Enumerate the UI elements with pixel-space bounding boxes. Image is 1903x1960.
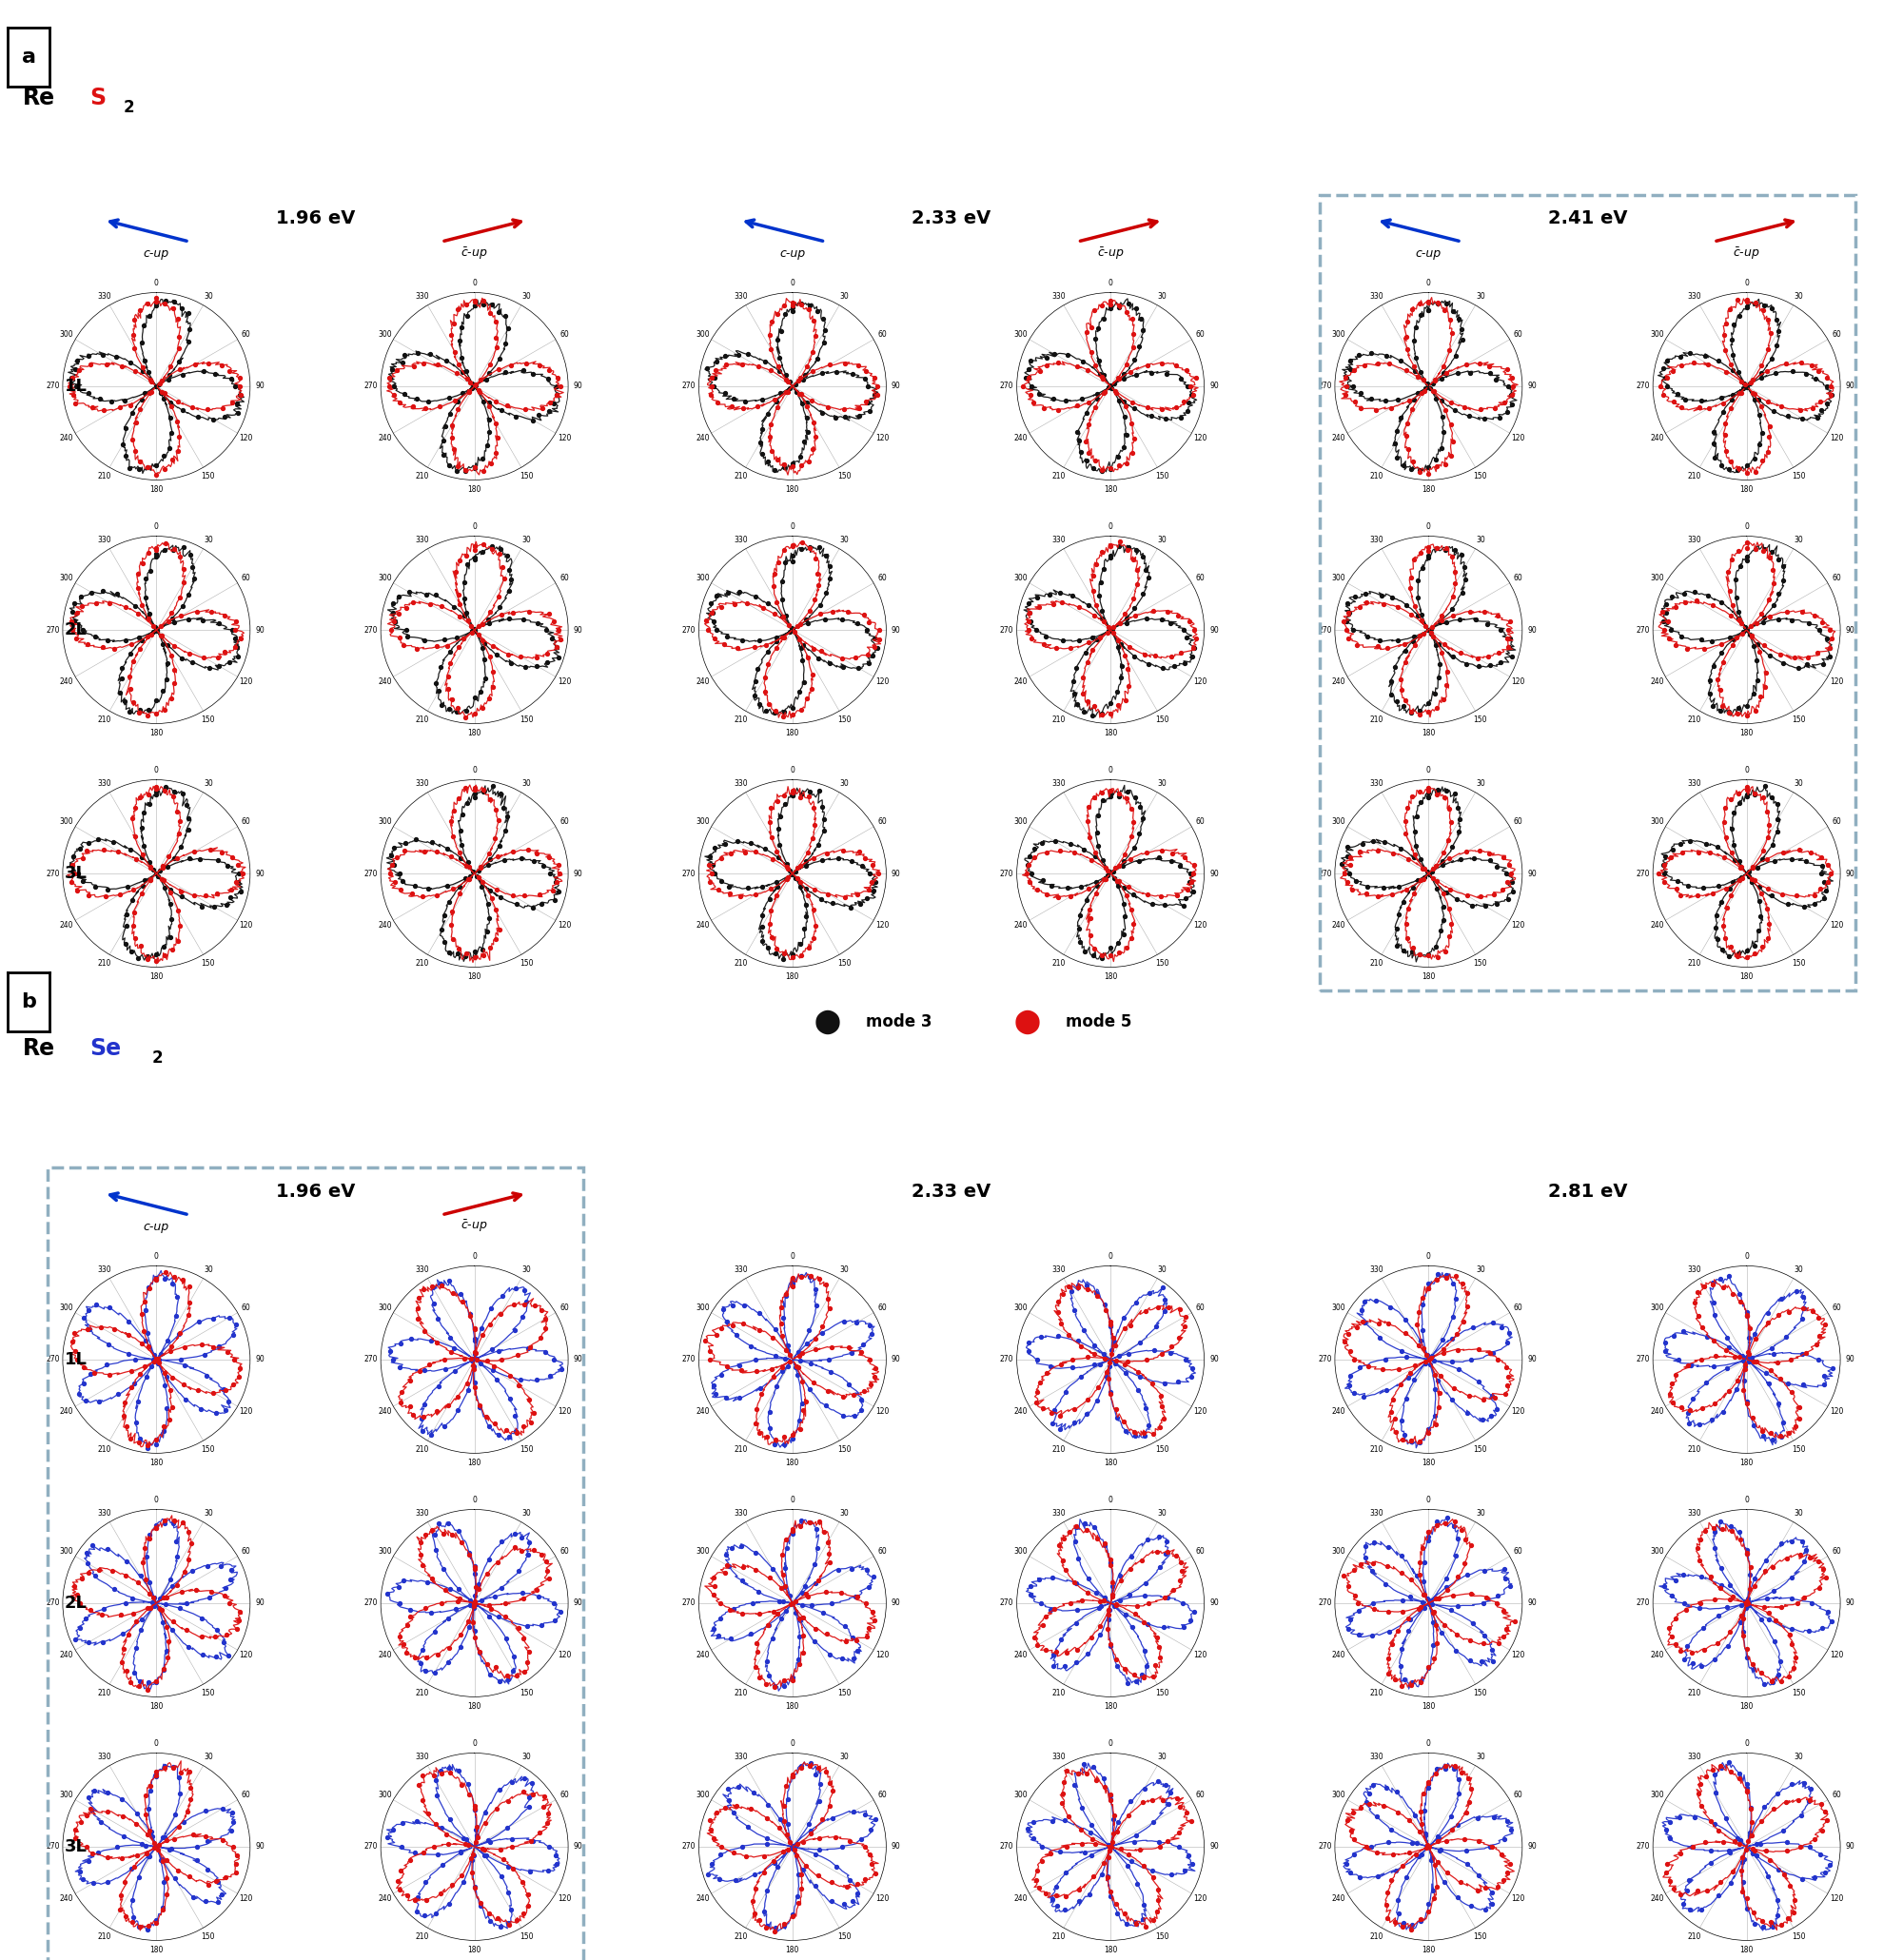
Text: 2: 2: [152, 1051, 164, 1066]
Text: c-up: c-up: [143, 247, 169, 259]
Text: 2.81 eV: 2.81 eV: [1547, 1182, 1627, 1200]
Text: mode 3: mode 3: [866, 1013, 932, 1031]
Text: c-up: c-up: [1416, 247, 1441, 259]
Text: 3L: 3L: [65, 1838, 88, 1856]
Text: c-up: c-up: [780, 247, 805, 259]
Text: 2L: 2L: [65, 1595, 88, 1611]
Text: 2: 2: [124, 100, 135, 116]
Text: $\bar{c}$-up: $\bar{c}$-up: [1734, 245, 1760, 261]
Text: $\bar{c}$-up: $\bar{c}$-up: [461, 1219, 487, 1235]
Text: 2.33 eV: 2.33 eV: [912, 1182, 991, 1200]
Text: ⬤: ⬤: [1014, 1009, 1041, 1035]
Text: a: a: [21, 47, 36, 67]
Text: 1L: 1L: [65, 378, 88, 394]
Text: 1L: 1L: [65, 1350, 88, 1368]
Text: 1.96 eV: 1.96 eV: [276, 210, 356, 227]
Text: 2L: 2L: [65, 621, 88, 639]
Text: 2.33 eV: 2.33 eV: [912, 210, 991, 227]
Text: Se: Se: [89, 1037, 122, 1060]
Text: 1.96 eV: 1.96 eV: [276, 1182, 356, 1200]
Text: mode 5: mode 5: [1066, 1013, 1132, 1031]
Text: c-up: c-up: [143, 1221, 169, 1233]
Text: ⬤: ⬤: [814, 1009, 841, 1035]
Text: Re: Re: [23, 1037, 55, 1060]
Text: b: b: [21, 992, 36, 1011]
Text: Re: Re: [23, 86, 55, 110]
Text: $\bar{c}$-up: $\bar{c}$-up: [1096, 245, 1125, 261]
Text: 3L: 3L: [65, 864, 88, 882]
Text: 2.41 eV: 2.41 eV: [1547, 210, 1627, 227]
Text: $\bar{c}$-up: $\bar{c}$-up: [461, 245, 487, 261]
Text: S: S: [89, 86, 107, 110]
